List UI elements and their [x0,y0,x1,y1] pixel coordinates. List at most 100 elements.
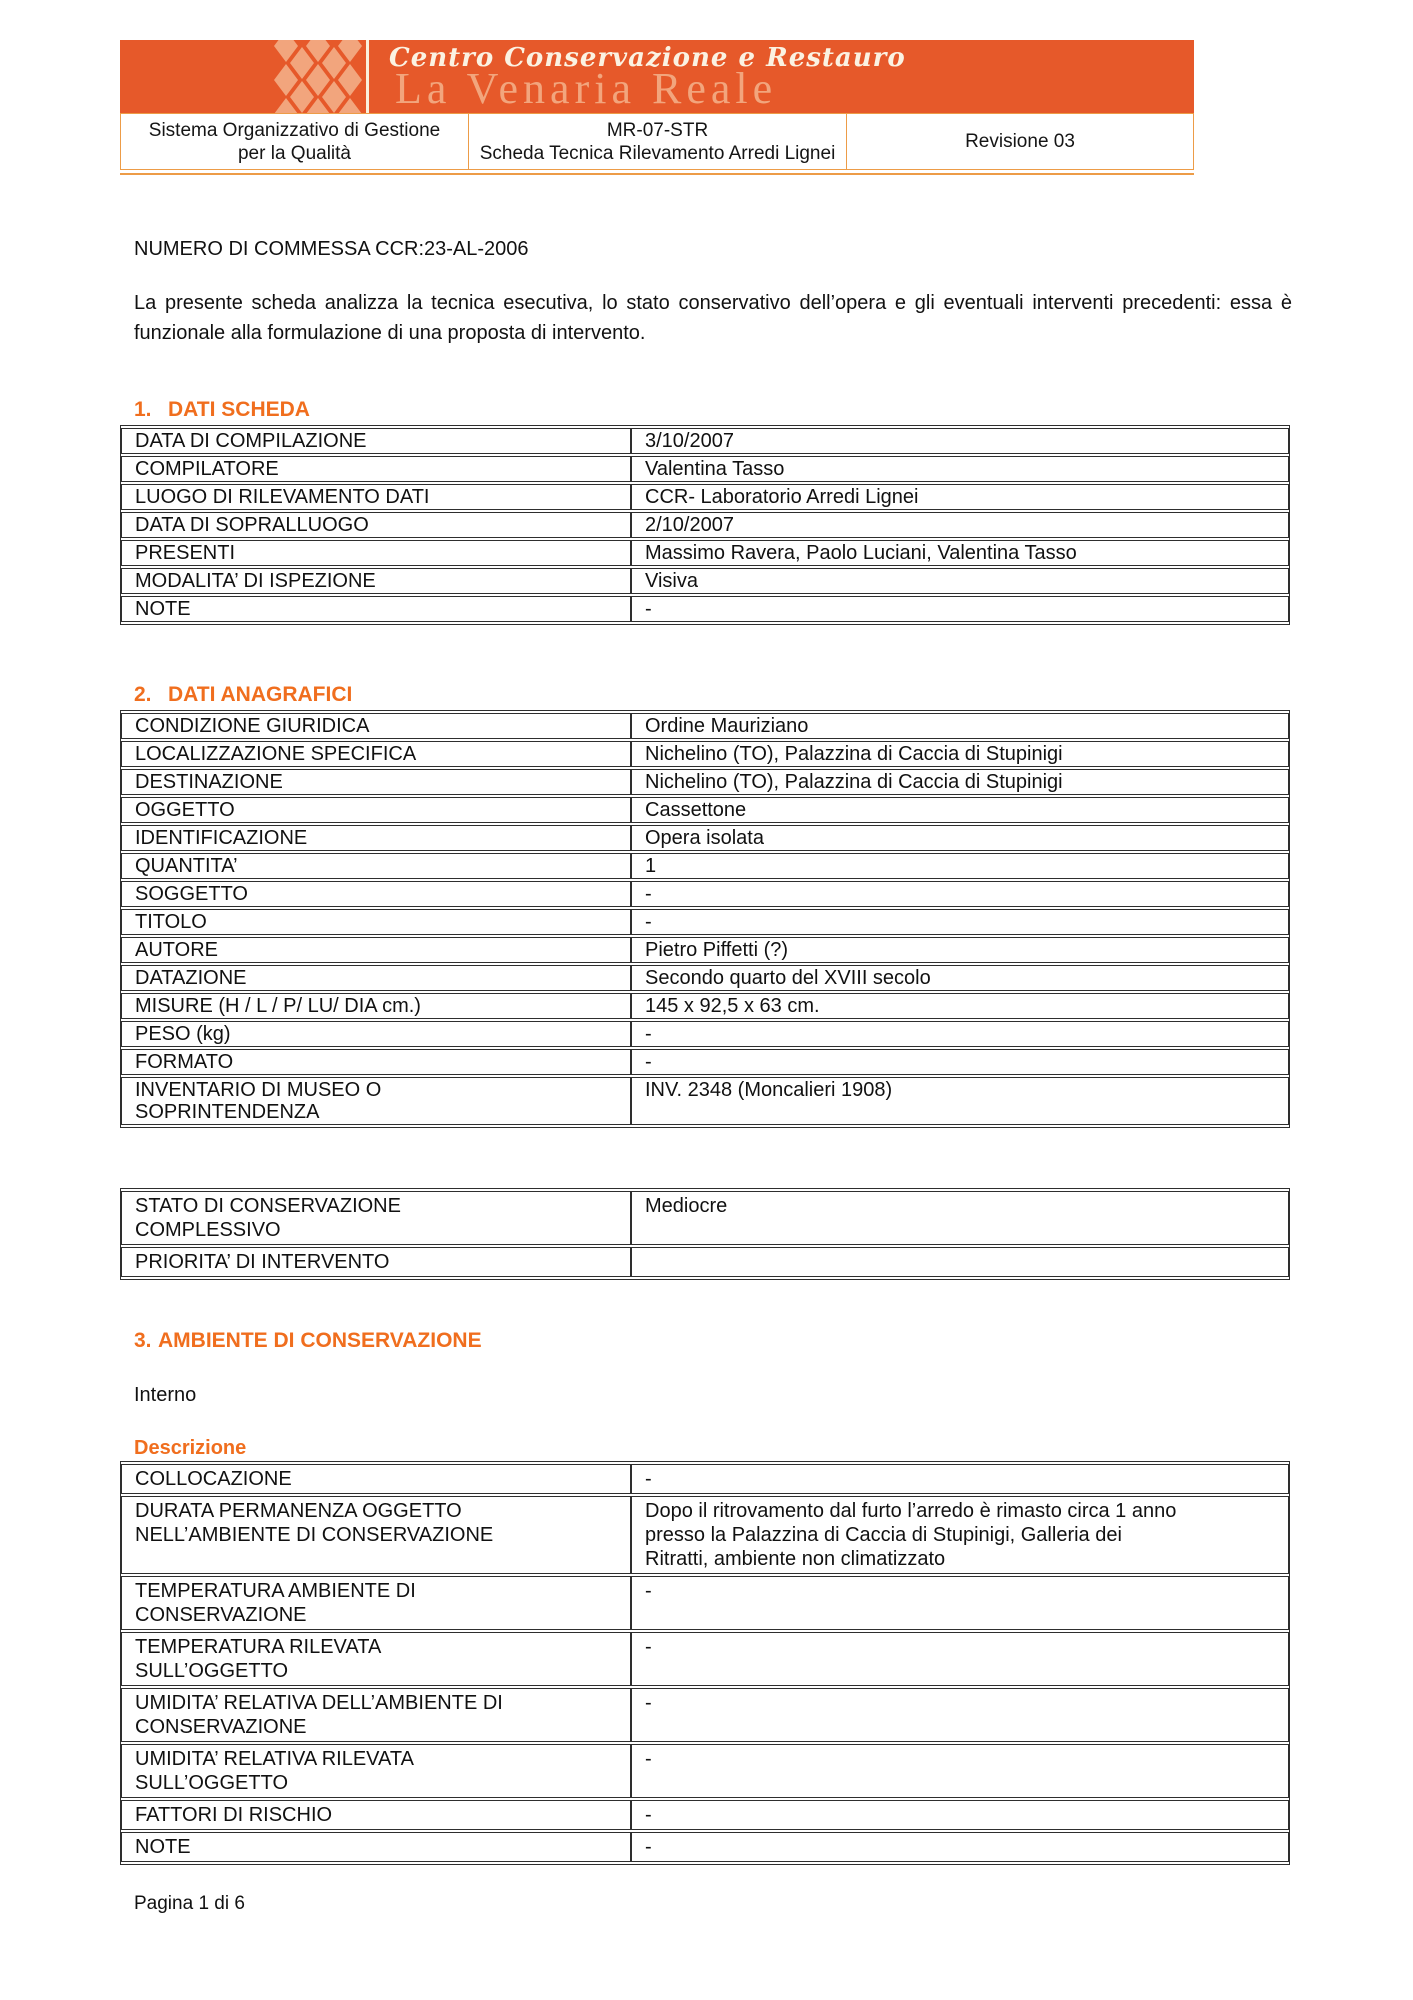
table-row: LUOGO DI RILEVAMENTO DATI CCR- Laboratori… [121,484,1289,510]
table-row: SOGGETTO - [121,881,1289,907]
row-value-cell [631,1247,1289,1277]
environment-type: Interno [134,1384,197,1406]
table-row: AUTORE Pietro Piffetti (?) [121,937,1289,963]
row-value-cell: 145 x 92,5 x 63 cm. [631,993,1289,1019]
table-row: CONDIZIONE GIURIDICA Ordine Mauriziano [121,713,1289,739]
section-3-heading: 3. AMBIENTE DI CONSERVAZIONE [134,1329,482,1353]
row-label-cell: PESO (kg) [121,1021,631,1047]
banner-divider [366,40,369,113]
row-label-cell: LUOGO DI RILEVAMENTO DATI [121,484,631,510]
row-label-cell: DURATA PERMANENZA OGGETTO NELL’AMBIENTE … [121,1496,631,1574]
dati-scheda-table: DATA DI COMPILAZIONE 3/10/2007 COMPILATORE… [120,425,1290,625]
row-label-cell: MISURE (H / L / P/ LU/ DIA cm.) [121,993,631,1019]
row-value-cell: - [631,1576,1289,1630]
table-row: PESO (kg) - [121,1021,1289,1047]
row-value-cell: Opera isolata [631,825,1289,851]
table-row: DATAZIONE Secondo quarto del XVIII secolo [121,965,1289,991]
row-value-cell: Nichelino (TO), Palazzina di Caccia di S… [631,741,1289,767]
table-row: DESTINAZIONE Nichelino (TO), Palazzina di… [121,769,1289,795]
intro-paragraph: La presente scheda analizza la tecnica e… [134,292,1292,344]
section-2-title: DATI ANAGRAFICI [168,683,353,706]
table-row: PRESENTI Massimo Ravera, Paolo Luciani, V… [121,540,1289,566]
table-row: OGGETTO Cassettone [121,797,1289,823]
header-cell-revisione: Revisione 03 [846,113,1194,170]
table-row: FORMATO - [121,1049,1289,1075]
row-label-cell: IDENTIFICAZIONE [121,825,631,851]
section-1-title: DATI SCHEDA [168,398,310,421]
row-value-cell: - [631,596,1289,622]
table-row: LOCALIZZAZIONE SPECIFICA Nichelino (TO), … [121,741,1289,767]
row-label-cell: DESTINAZIONE [121,769,631,795]
row-label-cell: DATA DI SOPRALLUOGO [121,512,631,538]
row-value-cell: - [631,1464,1289,1494]
table-row: COLLOCAZIONE - [121,1464,1289,1494]
brand-block: Centro Conservazione e Restauro La Venar… [369,40,906,113]
row-label-cell: QUANTITA’ [121,853,631,879]
row-value-cell: - [631,1049,1289,1075]
row-label-cell: DATA DI COMPILAZIONE [121,428,631,454]
row-value-cell: - [631,1800,1289,1830]
row-value-cell: Pietro Piffetti (?) [631,937,1289,963]
row-value-cell: Dopo il ritrovamento dal furto l’arredo … [631,1496,1289,1574]
table-row: DATA DI SOPRALLUOGO 2/10/2007 [121,512,1289,538]
codice-line-1: MR-07-STR [606,119,709,141]
row-value-cell: Nichelino (TO), Palazzina di Caccia di S… [631,769,1289,795]
dati-anagrafici-table: CONDIZIONE GIURIDICA Ordine Mauriziano LOC… [120,710,1290,1128]
table-row: TEMPERATURA AMBIENTE DI CONSERVAZIONE - [121,1576,1289,1630]
table-row: MISURE (H / L / P/ LU/ DIA cm.) 145 x 92,… [121,993,1289,1019]
row-label-cell: UMIDITA’ RELATIVA RILEVATA SULL’OGGETTO [121,1744,631,1798]
section-1-number: 1. [134,398,152,421]
row-label-cell: TEMPERATURA AMBIENTE DI CONSERVAZIONE [121,1576,631,1630]
row-label-cell: STATO DI CONSERVAZIONE COMPLESSIVO [121,1191,631,1245]
table-row: MODALITA’ DI ISPEZIONE Visiva [121,568,1289,594]
row-value-cell: - [631,1688,1289,1742]
row-label-cell: SOGGETTO [121,881,631,907]
row-label-cell: DATAZIONE [121,965,631,991]
table-row: PRIORITA’ DI INTERVENTO [121,1247,1289,1277]
header-bottom-rule [120,173,1194,175]
row-value-cell: - [631,909,1289,935]
revisione-label: Revisione 03 [965,131,1075,152]
page-number: Pagina 1 di 6 [134,1893,245,1914]
section-2-heading: 2. DATI ANAGRAFICI [134,683,352,707]
row-value-cell: Valentina Tasso [631,456,1289,482]
commessa-line: NUMERO DI COMMESSA CCR:23-AL-2006 [134,238,529,260]
row-label-cell: OGGETTO [121,797,631,823]
ambiente-conservazione-table: COLLOCAZIONE - DURATA PERMANENZA OGGETTO N… [120,1461,1290,1865]
row-label-cell: AUTORE [121,937,631,963]
codice-line-2: Scheda Tecnica Rilevamento Arredi Lignei [479,142,836,164]
table-row: QUANTITA’ 1 [121,853,1289,879]
sistema-line-1: Sistema Organizzativo di Gestione [148,119,441,141]
table-row: INVENTARIO DI MUSEO O SOPRINTENDENZA INV.… [121,1077,1289,1125]
document-header: Centro Conservazione e Restauro La Venar… [120,40,1194,175]
section-3-title: AMBIENTE DI CONSERVAZIONE [158,1329,482,1352]
row-value-cell: - [631,1632,1289,1686]
section-3-number: 3. [134,1329,152,1352]
row-value-cell: - [631,1744,1289,1798]
table-row: TEMPERATURA RILEVATA SULL’OGGETTO - [121,1632,1289,1686]
row-value-cell: 3/10/2007 [631,428,1289,454]
row-label-cell: UMIDITA’ RELATIVA DELL’AMBIENTE DI CONSE… [121,1688,631,1742]
row-value-cell: CCR- Laboratorio Arredi Lignei [631,484,1289,510]
logo-area [120,40,366,113]
section-2-number: 2. [134,683,152,706]
descrizione-heading: Descrizione [134,1437,247,1459]
row-value-cell: INV. 2348 (Moncalieri 1908) [631,1077,1289,1125]
stato-conservazione-table: STATO DI CONSERVAZIONE COMPLESSIVO Medioc… [120,1188,1290,1280]
table-row: NOTE - [121,596,1289,622]
table-row: UMIDITA’ RELATIVA RILEVATA SULL’OGGETTO - [121,1744,1289,1798]
sistema-line-2: per la Qualità [237,142,351,164]
table-row: UMIDITA’ RELATIVA DELL’AMBIENTE DI CONSE… [121,1688,1289,1742]
row-value-cell: Cassettone [631,797,1289,823]
table-row: COMPILATORE Valentina Tasso [121,456,1289,482]
row-label-cell: INVENTARIO DI MUSEO O SOPRINTENDENZA [121,1077,631,1125]
row-value-cell: - [631,1021,1289,1047]
row-label-cell: COMPILATORE [121,456,631,482]
header-banner: Centro Conservazione e Restauro La Venar… [120,40,1194,113]
row-label-cell: MODALITA’ DI ISPEZIONE [121,568,631,594]
row-label-cell: PRIORITA’ DI INTERVENTO [121,1247,631,1277]
row-label-cell: TEMPERATURA RILEVATA SULL’OGGETTO [121,1632,631,1686]
table-row: IDENTIFICAZIONE Opera isolata [121,825,1289,851]
header-cell-sistema: Sistema Organizzativo di Gestione per la… [120,113,469,170]
